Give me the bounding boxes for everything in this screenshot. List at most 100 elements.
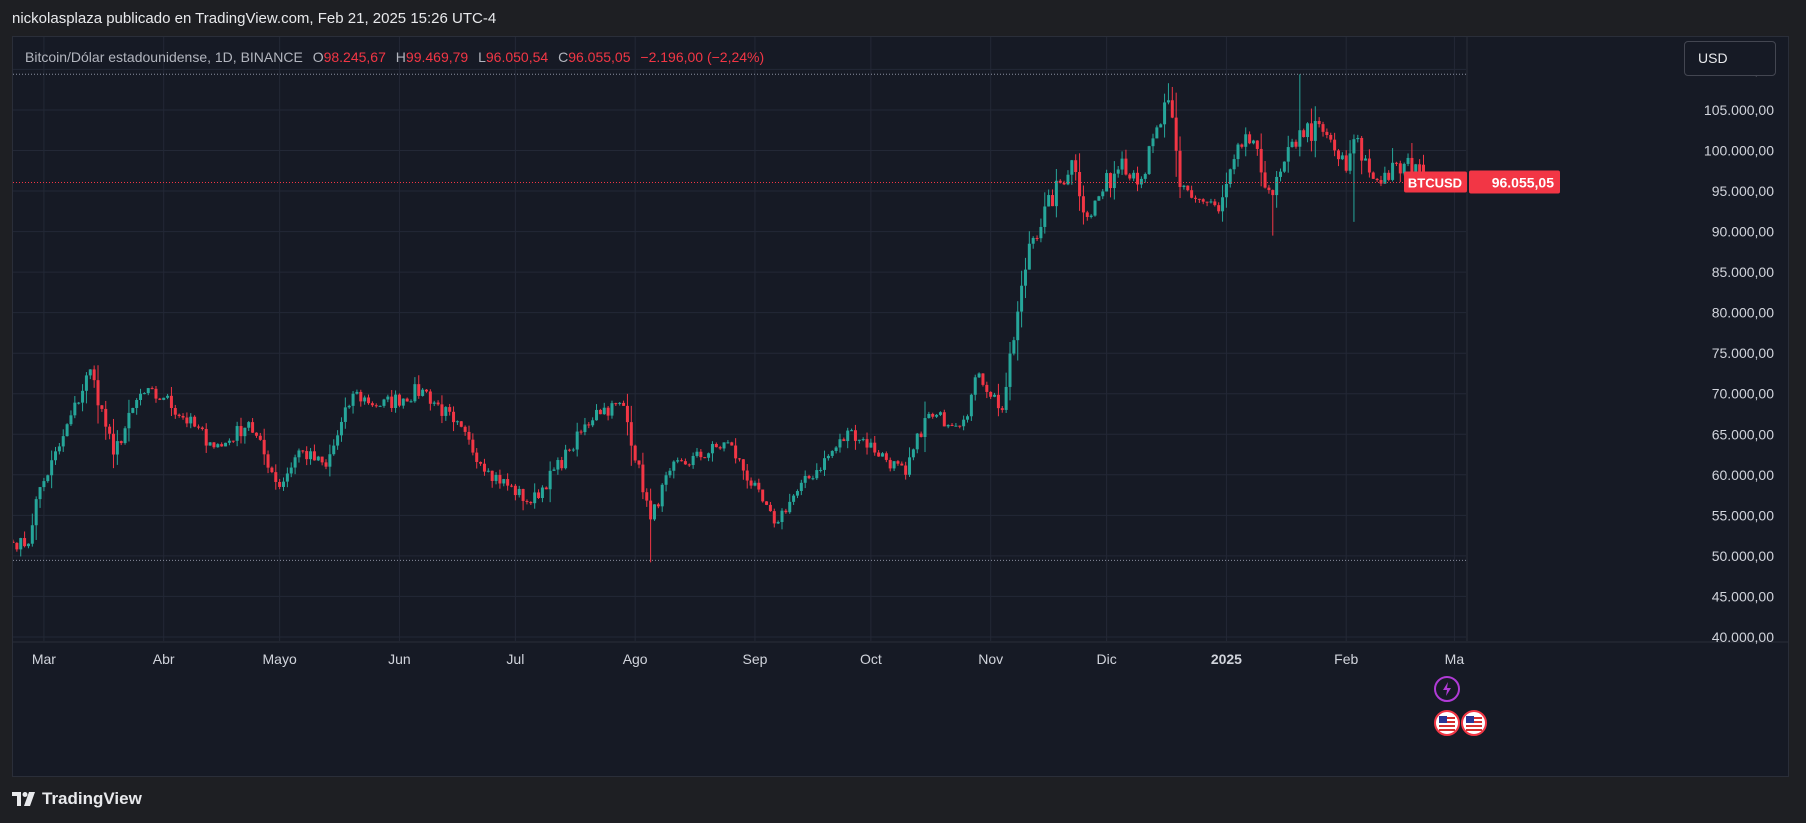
candle-body — [1367, 158, 1371, 173]
candle-body — [328, 454, 332, 467]
candle-body — [142, 393, 146, 395]
candle-body — [672, 461, 676, 471]
time-tick-label: Ma — [1445, 651, 1465, 667]
candle-body — [189, 416, 193, 424]
tradingview-brand[interactable]: TradingView — [12, 789, 142, 809]
candle-body — [652, 504, 656, 520]
candle-body — [173, 408, 177, 415]
candle-body — [401, 398, 405, 406]
candle-body — [467, 431, 471, 440]
candle-body — [946, 424, 950, 427]
candle-body — [139, 393, 143, 401]
candle-body — [595, 409, 599, 421]
candle-body — [42, 481, 46, 488]
open-label: O — [312, 49, 324, 65]
candle-body — [741, 459, 745, 471]
candle-body — [1197, 198, 1201, 200]
candle-body — [691, 455, 695, 466]
price-tick-label: 85.000,00 — [1712, 264, 1774, 280]
candle-body — [100, 405, 104, 409]
candle-body — [780, 510, 784, 523]
candle-body — [614, 403, 618, 405]
candle-body — [823, 458, 827, 470]
candle-body — [1275, 176, 1279, 196]
price-tick-label: 55.000,00 — [1712, 507, 1774, 523]
currency-button[interactable]: USD — [1684, 41, 1776, 76]
candle-body — [850, 430, 854, 432]
candle-body — [795, 491, 799, 496]
candle-body — [336, 435, 340, 446]
candle-body — [958, 425, 962, 427]
candle-body — [1155, 127, 1159, 139]
candlestick-chart[interactable]: 40.000,00 45.000,00 50.000,00 55.000,00 60.0… — [13, 37, 1788, 776]
symbol-tag-label: BTCUSD — [1408, 175, 1462, 190]
candle-body — [1298, 130, 1302, 147]
candle-body — [351, 393, 355, 406]
candle-body — [417, 384, 421, 396]
flag-stripe — [1466, 725, 1482, 727]
candle-body — [154, 388, 158, 399]
candle-body — [803, 475, 807, 483]
candle-body — [1205, 201, 1209, 203]
candle-body — [807, 475, 811, 479]
candle-body — [1394, 162, 1398, 164]
candle-body — [1170, 100, 1174, 118]
candle-body — [1364, 158, 1368, 161]
candle-body — [413, 384, 417, 402]
candle-body — [548, 470, 552, 490]
candle-body — [1093, 200, 1097, 216]
candle-body — [162, 397, 166, 400]
candle-body — [115, 441, 119, 455]
candle-body — [1263, 172, 1267, 188]
candle-body — [1062, 182, 1066, 185]
price-tick-label: 65.000,00 — [1712, 426, 1774, 442]
candle-body — [81, 390, 85, 403]
candle-body — [274, 472, 278, 482]
candle-body — [96, 380, 100, 406]
candle-body — [409, 401, 413, 403]
candle-body — [347, 405, 351, 408]
time-tick-label: Ago — [623, 651, 648, 667]
candle-body — [1248, 134, 1252, 144]
candle-body — [1418, 164, 1422, 178]
candle-body — [212, 442, 216, 448]
candle-body — [1325, 131, 1329, 136]
candle-body — [394, 394, 398, 408]
candle-body — [123, 428, 127, 444]
candle-body — [703, 457, 707, 459]
candle-body — [297, 450, 301, 458]
candle-body — [397, 394, 401, 406]
candle-body — [1398, 163, 1402, 174]
candle-body — [1217, 205, 1221, 212]
candle-body — [169, 395, 173, 409]
candle-body — [1306, 123, 1310, 138]
candle-body — [54, 451, 58, 461]
candle-body — [1027, 243, 1031, 270]
candle-body — [231, 440, 235, 442]
time-tick-label: Feb — [1334, 651, 1358, 667]
candle-body — [444, 407, 448, 416]
candle-body — [1139, 178, 1143, 185]
candle-body — [455, 421, 459, 423]
candle-body — [1391, 162, 1395, 180]
candle-body — [683, 461, 687, 465]
price-tick-label: 80.000,00 — [1712, 305, 1774, 321]
candle-body — [792, 495, 796, 502]
candle-body — [637, 460, 641, 465]
chart-panel[interactable]: 40.000,00 45.000,00 50.000,00 55.000,00 60.0… — [12, 36, 1789, 777]
candle-body — [1383, 172, 1387, 184]
candle-body — [1004, 386, 1008, 410]
candle-body — [1147, 146, 1151, 174]
candle-body — [583, 424, 587, 433]
candle-body — [915, 433, 919, 450]
candle-body — [1224, 184, 1228, 198]
candle-body — [591, 420, 595, 426]
candle-body — [1008, 353, 1012, 387]
candle-body — [861, 439, 865, 441]
candle-body — [641, 464, 645, 493]
candle-body — [196, 426, 200, 428]
candle-body — [734, 445, 738, 459]
candle-body — [247, 422, 251, 428]
candle-body — [1023, 269, 1027, 286]
candle-body — [475, 452, 479, 462]
